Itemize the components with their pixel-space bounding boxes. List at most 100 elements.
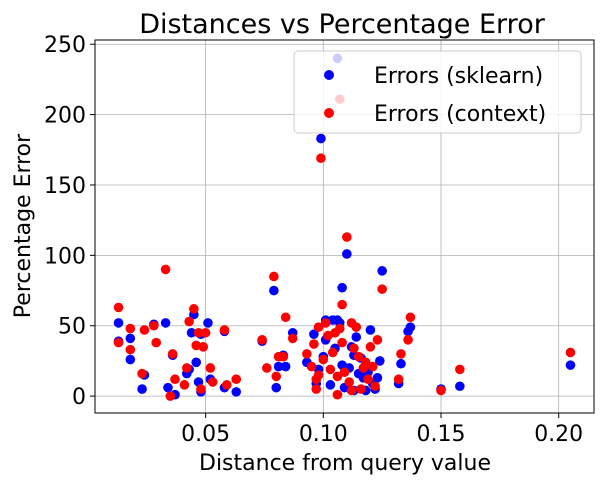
point-context [189,304,199,314]
point-context [377,284,387,294]
point-context [222,380,232,390]
point-context [363,374,373,385]
point-context [405,312,416,323]
point-context [313,322,324,332]
point-sklearn [191,357,202,368]
point-sklearn [137,384,147,394]
point-context [287,333,298,344]
point-context [396,349,406,359]
point-context [372,335,383,345]
point-context [137,368,147,379]
point-sklearn [125,333,136,344]
point-context [181,363,192,373]
x-tick-label: 0.20 [534,422,583,447]
point-context [342,232,352,242]
plot-frame [94,39,595,414]
point-sklearn [231,387,242,397]
point-context [334,323,345,334]
y-axis-ticks: 0 50 100 150 200 250 [44,33,95,410]
point-sklearn [455,381,465,392]
point-context [356,384,366,394]
point-context [271,371,282,382]
x-tick-label: 0.10 [299,422,348,447]
point-context [165,391,176,401]
point-context [160,264,171,275]
point-sklearn [280,361,291,372]
point-context [184,316,194,327]
point-context [167,349,178,359]
y-tick-label: 150 [44,174,86,199]
point-sklearn [113,318,124,328]
point-context [139,325,150,335]
x-axis-ticks: 0.05 0.10 0.15 0.20 [181,413,583,447]
point-context [125,344,136,355]
point-context [339,367,350,377]
point-context [280,312,291,323]
x-axis-label: Distance from query value [199,451,491,476]
y-axis-label: Percentage Error [11,133,36,318]
point-context [196,384,206,394]
legend-marker-sklearn [324,70,334,80]
point-sklearn [269,285,279,296]
point-sklearn [125,354,136,365]
point-context [193,327,204,338]
point-sklearn [203,318,213,328]
point-context [370,381,380,392]
point-sklearn [160,318,171,328]
point-context [311,384,322,394]
point-sklearn [271,382,282,393]
x-tick-label: 0.15 [417,422,466,447]
point-context [332,389,343,400]
point-context [325,364,336,375]
point-context [113,337,124,348]
point-context [393,374,404,385]
point-context [262,363,272,373]
point-context [565,347,576,358]
point-context [207,377,218,387]
y-tick-label: 0 [72,385,86,410]
point-context [151,337,161,348]
point-context [403,335,413,345]
point-sklearn [565,360,576,370]
point-context [360,357,371,368]
point-sklearn [273,361,284,372]
point-context [219,325,230,335]
data-points [113,53,576,401]
point-sklearn [351,332,362,342]
point-sklearn [309,329,319,339]
point-context [337,299,347,310]
point-context [149,320,159,331]
point-sklearn [342,249,352,259]
point-context [198,342,209,352]
point-sklearn [375,356,385,366]
point-context [320,318,331,328]
point-context [231,374,242,385]
y-tick-label: 100 [44,244,86,269]
point-context [200,327,211,338]
point-context [316,153,326,164]
point-context [436,385,446,396]
point-sklearn [377,266,387,276]
point-sklearn [337,282,347,293]
point-context [365,342,376,352]
point-context [351,322,362,332]
point-context [113,302,124,313]
point-context [205,363,216,373]
x-tick-label: 0.05 [181,422,230,447]
point-context [179,380,190,390]
y-tick-label: 200 [44,104,86,129]
point-context [170,374,180,385]
point-context [278,351,289,362]
point-sklearn [405,322,416,332]
point-sklearn [186,327,197,338]
legend-marker-context [324,108,334,118]
point-context [455,364,465,375]
chart-title: Distances vs Percentage Error [139,9,546,40]
point-context [332,371,343,382]
point-context [346,385,357,396]
point-context [306,361,317,372]
point-sklearn [365,325,376,335]
y-tick-label: 50 [58,315,86,340]
legend-box [293,50,582,134]
